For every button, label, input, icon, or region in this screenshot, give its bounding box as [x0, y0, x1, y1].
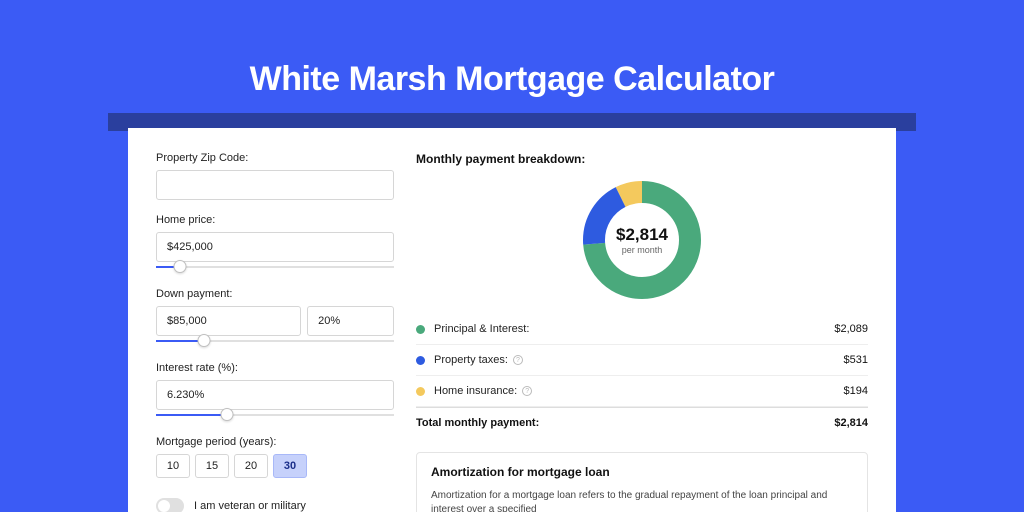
veteran-label: I am veteran or military [194, 500, 306, 512]
period-option-30[interactable]: 30 [273, 454, 307, 478]
period-option-10[interactable]: 10 [156, 454, 190, 478]
legend-value-total: $2,814 [834, 417, 868, 429]
legend-label-principal: Principal & Interest: [434, 323, 834, 335]
dot-icon [416, 387, 425, 396]
legend-label-total: Total monthly payment: [416, 417, 834, 429]
calculator-panel: Property Zip Code: Home price: Down paym… [128, 128, 896, 512]
zip-input[interactable] [156, 170, 394, 200]
interest-input[interactable] [156, 380, 394, 410]
veteran-row: I am veteran or military [156, 498, 394, 512]
down-payment-pct-input[interactable] [307, 306, 394, 336]
amortization-card: Amortization for mortgage loan Amortizat… [416, 452, 868, 512]
interest-field-group: Interest rate (%): [156, 362, 394, 422]
amortization-text: Amortization for a mortgage loan refers … [431, 489, 853, 512]
legend-label-text: Home insurance: [434, 385, 517, 397]
home-price-input[interactable] [156, 232, 394, 262]
interest-label: Interest rate (%): [156, 362, 394, 374]
page-background: White Marsh Mortgage Calculator Property… [0, 0, 1024, 512]
home-price-label: Home price: [156, 214, 394, 226]
period-label: Mortgage period (years): [156, 436, 394, 448]
legend-value-insurance: $194 [844, 385, 868, 397]
donut-sub: per month [622, 245, 663, 255]
veteran-toggle[interactable] [156, 498, 184, 512]
donut-chart-wrap: $2,814 per month [416, 176, 868, 304]
amortization-title: Amortization for mortgage loan [431, 465, 853, 479]
legend-row-total: Total monthly payment: $2,814 [416, 407, 868, 438]
donut-value: $2,814 [616, 225, 668, 245]
info-icon[interactable]: ? [522, 386, 532, 396]
legend-label-taxes: Property taxes: ? [434, 354, 844, 366]
dot-icon [416, 356, 425, 365]
period-option-15[interactable]: 15 [195, 454, 229, 478]
period-field-group: Mortgage period (years): 10 15 20 30 [156, 436, 394, 478]
legend-label-text: Property taxes: [434, 354, 508, 366]
down-payment-slider[interactable] [156, 334, 394, 348]
donut-center: $2,814 per month [582, 180, 702, 300]
down-payment-label: Down payment: [156, 288, 394, 300]
legend-value-principal: $2,089 [834, 323, 868, 335]
breakdown-column: Monthly payment breakdown: $2,814 per mo… [416, 152, 868, 512]
legend-label-text: Principal & Interest: [434, 323, 529, 335]
form-column: Property Zip Code: Home price: Down paym… [156, 152, 394, 512]
legend-row-taxes: Property taxes: ? $531 [416, 345, 868, 376]
home-price-field-group: Home price: [156, 214, 394, 274]
home-price-slider[interactable] [156, 260, 394, 274]
zip-field-group: Property Zip Code: [156, 152, 394, 200]
breakdown-title: Monthly payment breakdown: [416, 152, 868, 166]
dot-icon [416, 325, 425, 334]
interest-slider[interactable] [156, 408, 394, 422]
legend-label-insurance: Home insurance: ? [434, 385, 844, 397]
page-title: White Marsh Mortgage Calculator [0, 60, 1024, 99]
down-payment-field-group: Down payment: [156, 288, 394, 348]
info-icon[interactable]: ? [513, 355, 523, 365]
zip-label: Property Zip Code: [156, 152, 394, 164]
legend-value-taxes: $531 [844, 354, 868, 366]
donut-chart: $2,814 per month [582, 180, 702, 300]
down-payment-amount-input[interactable] [156, 306, 301, 336]
legend-row-principal: Principal & Interest: $2,089 [416, 314, 868, 345]
period-option-20[interactable]: 20 [234, 454, 268, 478]
period-options: 10 15 20 30 [156, 454, 394, 478]
legend-row-insurance: Home insurance: ? $194 [416, 376, 868, 407]
